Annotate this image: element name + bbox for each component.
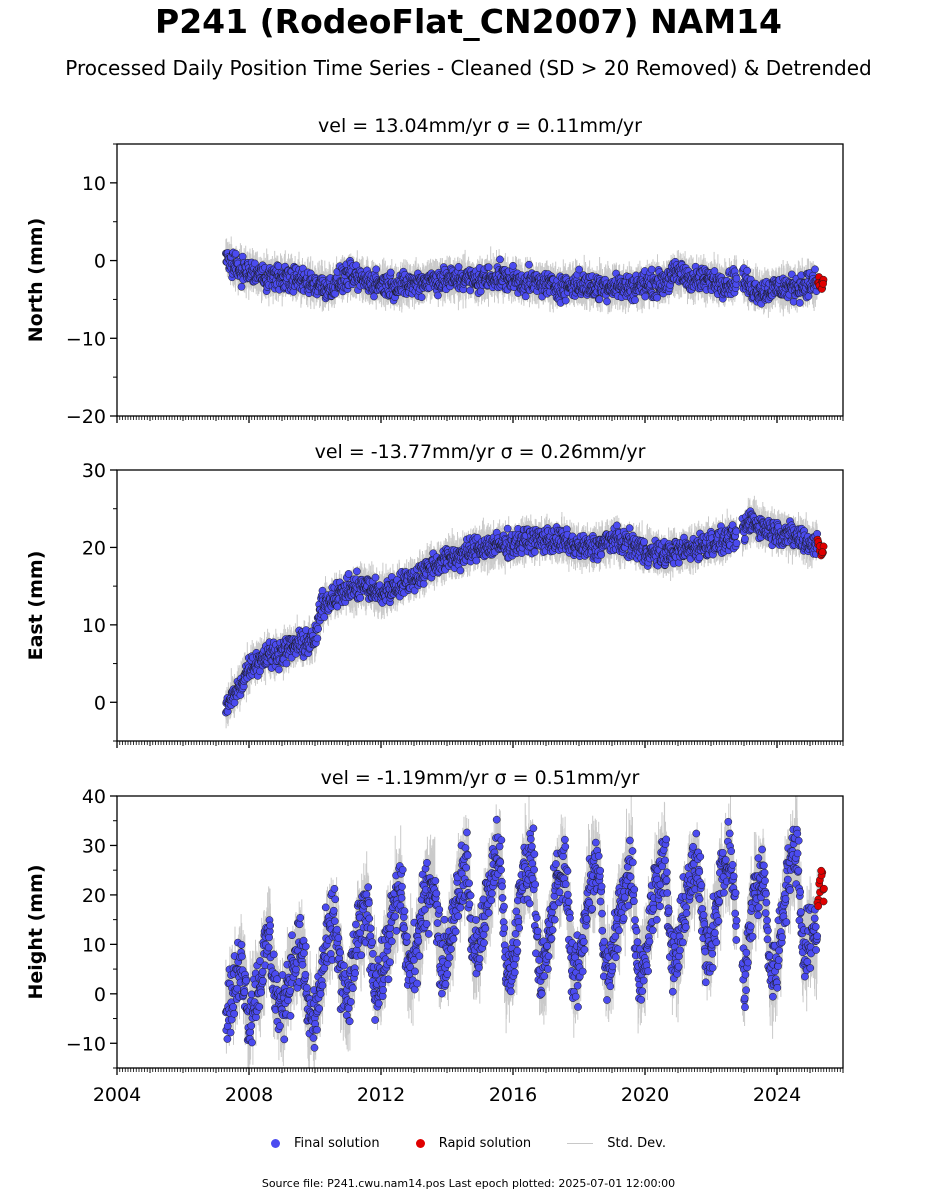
- rapid-solution-point: [819, 279, 827, 288]
- final-solution-point: [811, 265, 819, 274]
- final-solution-point: [647, 265, 656, 274]
- final-solution-point: [743, 266, 752, 275]
- final-solution-point: [789, 297, 798, 306]
- y-tick-label: −20: [66, 406, 106, 428]
- y-tick-label: 0: [94, 251, 106, 273]
- panel-1: vel = 13.04mm/yr σ = 0.11mm/yr North (mm)…: [25, 115, 844, 428]
- final-solution-point: [795, 299, 804, 307]
- final-solution-point: [466, 286, 475, 295]
- final-solution-points: [222, 248, 822, 308]
- final-solution-point: [653, 293, 661, 302]
- final-solution-point: [274, 262, 283, 270]
- y-tick-label: −10: [66, 328, 106, 350]
- figure-subtitle: Processed Daily Position Time Series - C…: [65, 56, 872, 80]
- y-axis-label: North (mm): [25, 218, 47, 343]
- final-solution-point: [231, 249, 240, 258]
- y-tick-label: 10: [82, 173, 106, 195]
- final-solution-point: [521, 292, 530, 301]
- final-solution-point: [525, 260, 533, 269]
- final-solution-point: [732, 274, 741, 283]
- final-solution-point: [251, 259, 259, 268]
- final-solution-point: [631, 296, 639, 304]
- final-solution-point: [370, 292, 378, 301]
- final-solution-point: [417, 293, 426, 302]
- final-solution-point: [509, 261, 517, 270]
- final-solution-point: [237, 282, 246, 291]
- final-solution-point: [454, 263, 463, 271]
- plot-area: [222, 236, 828, 318]
- final-solution-point: [372, 265, 381, 274]
- final-solution-point: [561, 296, 570, 305]
- final-solution-point: [484, 263, 493, 272]
- rapid-solution-points: [813, 273, 828, 293]
- figure-title: P241 (RodeoFlat_CN2007) NAM14: [155, 2, 782, 41]
- final-solution-point: [496, 255, 504, 264]
- final-solution-point: [641, 292, 650, 301]
- panel-title: vel = 13.04mm/yr σ = 0.11mm/yr: [318, 115, 642, 137]
- time-series-plots: vel = 13.04mm/yr σ = 0.11mm/yr North (mm)…: [25, 115, 844, 1106]
- final-solution-point: [434, 291, 442, 300]
- final-solution-point: [386, 268, 395, 277]
- final-solution-point: [603, 297, 611, 306]
- final-solution-point: [575, 265, 583, 274]
- final-solution-point: [595, 295, 604, 304]
